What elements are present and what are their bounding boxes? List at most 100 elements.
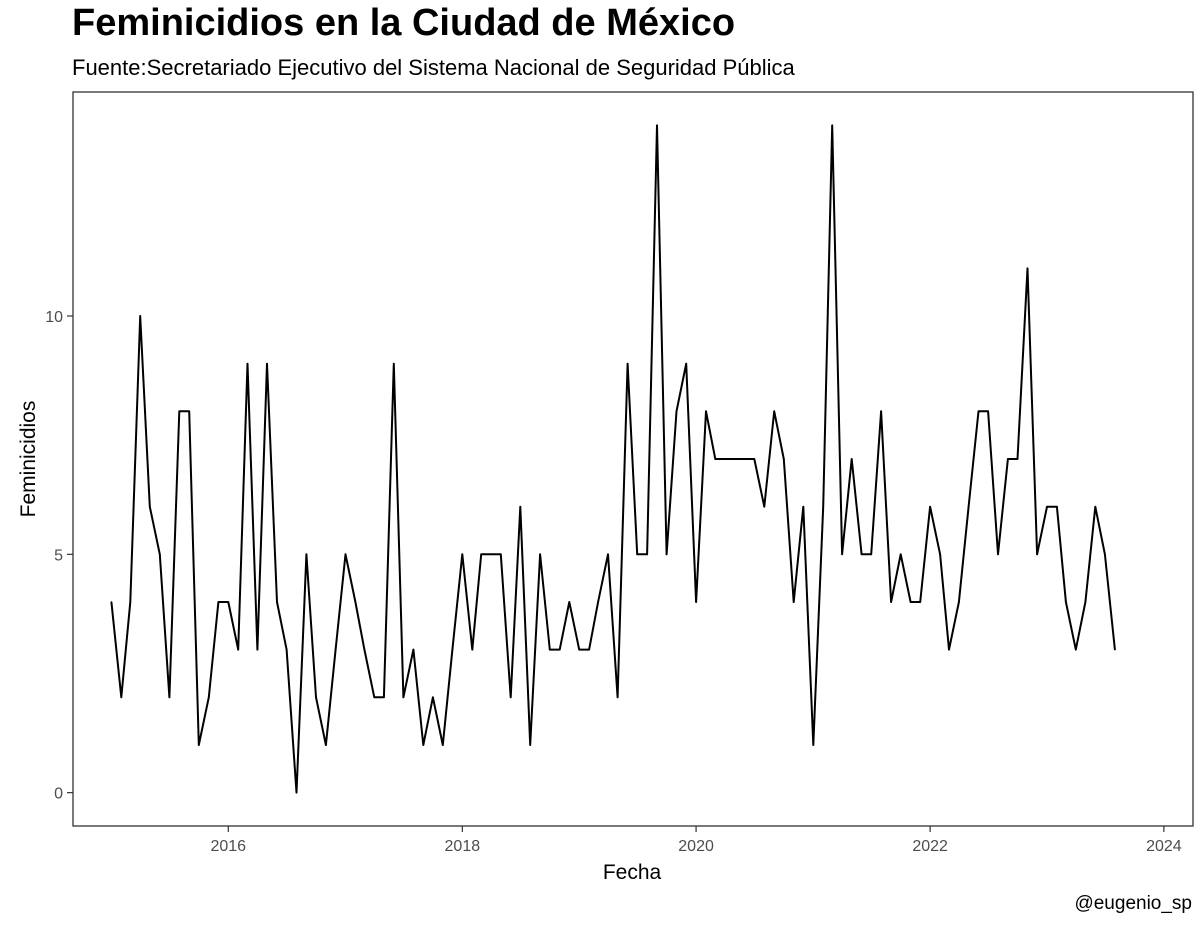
data-point (1094, 505, 1097, 508)
data-point (841, 553, 843, 556)
chart-subtitle: Fuente:Secretariado Ejecutivo del Sistem… (72, 55, 795, 80)
data-point (168, 696, 171, 699)
data-point (812, 744, 815, 746)
data-point (939, 553, 941, 556)
series-layer (110, 124, 1116, 794)
data-point (325, 744, 327, 746)
data-point (412, 648, 415, 651)
data-point (110, 601, 113, 603)
data-point (354, 601, 357, 603)
axis-ticks (67, 315, 1165, 832)
data-point (217, 601, 220, 603)
data-point (899, 553, 902, 556)
data-point (529, 744, 531, 746)
data-point (1046, 505, 1048, 508)
data-point (734, 458, 736, 460)
data-point (714, 458, 717, 460)
data-point (831, 124, 833, 127)
data-point (685, 362, 687, 365)
x-axis-title: Fecha (603, 861, 662, 884)
data-point (500, 553, 502, 556)
data-point (1016, 458, 1019, 460)
data-point (373, 696, 376, 699)
data-point (675, 410, 678, 413)
data-point (490, 553, 493, 556)
data-point (208, 696, 210, 699)
data-point (539, 553, 541, 556)
chart-title: Feminicidios en la Ciudad de México (72, 2, 736, 44)
x-tick-label: 2018 (445, 838, 481, 855)
data-point (636, 553, 638, 556)
series-line (110, 124, 1116, 794)
data-point (519, 505, 522, 508)
data-point (1084, 601, 1087, 603)
data-point (743, 458, 746, 460)
data-point (139, 315, 141, 317)
data-point (295, 791, 298, 794)
data-point (724, 458, 726, 460)
data-point (422, 744, 425, 746)
data-point (227, 601, 230, 603)
data-point (315, 696, 317, 699)
data-point (276, 601, 278, 603)
data-point (753, 458, 756, 460)
data-point (1036, 553, 1038, 556)
plot-panel-border (72, 91, 1194, 827)
data-point (597, 601, 599, 603)
x-tick-label: 2022 (912, 838, 948, 855)
data-point (1056, 505, 1058, 508)
data-point (948, 648, 950, 651)
data-point (344, 553, 347, 556)
data-point (929, 505, 931, 508)
data-point (558, 648, 561, 651)
data-point (802, 505, 805, 508)
data-point (695, 601, 697, 603)
data-point (860, 553, 863, 556)
data-point (509, 696, 512, 699)
data-point (451, 648, 454, 651)
data-point (616, 696, 619, 699)
data-point (383, 696, 385, 699)
data-point (987, 410, 989, 413)
data-point (237, 648, 239, 651)
data-point (334, 648, 337, 651)
data-point (977, 410, 980, 413)
data-point (461, 553, 464, 556)
data-point (656, 124, 658, 127)
axis-tick-labels: 2016 2018 2020 2022 2024 0 5 10 (45, 309, 1182, 855)
data-point (1104, 553, 1106, 556)
data-point (363, 648, 366, 651)
data-point (266, 362, 268, 365)
y-tick-label: 5 (54, 547, 63, 564)
data-point (880, 410, 882, 413)
data-point (919, 601, 921, 603)
data-point (626, 362, 629, 365)
data-point (578, 648, 580, 651)
data-point (549, 648, 551, 651)
data-point (246, 362, 249, 365)
data-point (607, 553, 609, 556)
x-tick-label: 2024 (1146, 838, 1182, 855)
data-point (402, 696, 405, 699)
data-point (1075, 648, 1077, 651)
data-point (909, 601, 912, 603)
data-point (822, 505, 824, 508)
data-point (198, 744, 200, 746)
data-point (188, 410, 190, 413)
data-point (646, 553, 648, 556)
y-axis-title: Feminicidios (17, 401, 40, 518)
data-point (665, 553, 668, 556)
data-point (997, 553, 999, 556)
data-point (1026, 267, 1029, 270)
data-point (870, 553, 872, 556)
data-point (705, 410, 707, 413)
data-point (256, 648, 259, 651)
data-point (783, 458, 785, 460)
data-point (1114, 648, 1116, 651)
data-point (588, 648, 590, 651)
data-point (129, 601, 132, 603)
data-point (792, 601, 795, 603)
data-point (1065, 601, 1067, 603)
data-point (890, 601, 892, 603)
